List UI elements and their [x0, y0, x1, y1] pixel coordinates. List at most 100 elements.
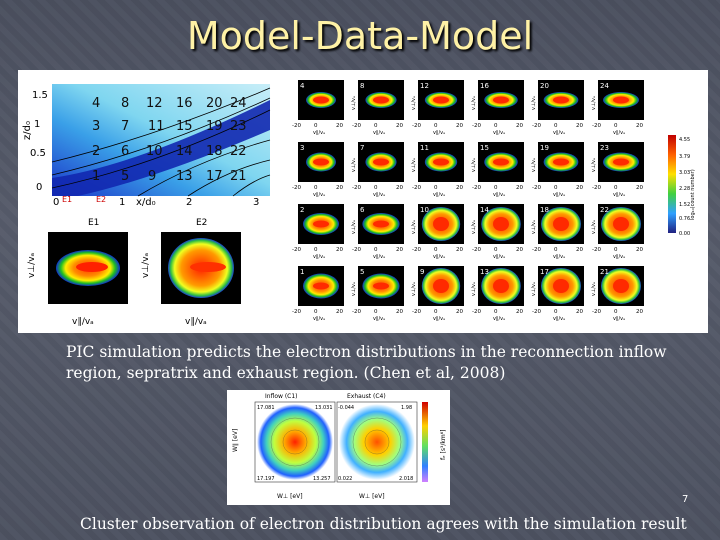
- distribution-panel: 5 -20 0 20 v∥/vₐ v⊥/vₐ: [351, 266, 404, 322]
- panel-label: 13: [480, 268, 489, 276]
- svg-text:2.28: 2.28: [679, 186, 690, 192]
- panel-xtick: 20: [516, 123, 523, 129]
- colorbar: 4.55 3.79 3.03 2.28 1.52 0.76 0.00 log₁₀…: [668, 135, 696, 237]
- panel-xlabel: v∥/vₐ: [493, 316, 505, 322]
- svg-text:17.197: 17.197: [257, 476, 275, 482]
- panel-ylabel: v⊥/vₐ: [351, 282, 357, 296]
- panel-xtick: 0: [554, 123, 558, 129]
- svg-text:0.022: 0.022: [338, 476, 352, 482]
- svg-text:4: 4: [92, 96, 100, 111]
- svg-text:24: 24: [230, 96, 247, 111]
- panel-label: 6: [360, 206, 365, 214]
- svg-text:23: 23: [230, 119, 247, 134]
- panel-label: 14: [480, 206, 489, 214]
- panel-ylabel: v⊥/vₐ: [591, 220, 597, 234]
- panel-ylabel: v⊥/vₐ: [351, 220, 357, 234]
- panel-xlabel: v∥/vₐ: [433, 254, 445, 260]
- svg-text:7: 7: [121, 119, 129, 134]
- svg-text:11: 11: [148, 119, 165, 134]
- panel-xtick: -20: [592, 185, 601, 191]
- distribution-panel: 24 -20 0 20 v∥/vₐ v⊥/vₐ: [591, 80, 644, 136]
- slide-title: Model-Data-Model: [186, 14, 534, 58]
- panel-ylabel: v⊥/vₐ: [471, 96, 477, 110]
- panel-xtick: 0: [494, 185, 498, 191]
- panel-xtick: 0: [374, 247, 378, 253]
- panel-ylabel: v⊥/vₐ: [411, 282, 417, 296]
- svg-text:1.52: 1.52: [679, 202, 690, 208]
- panel-xtick: -20: [292, 185, 301, 191]
- panel-xtick: 20: [576, 309, 583, 315]
- distribution-panel: 1 -20 0 20 v∥/vₐ: [292, 266, 344, 322]
- panel-xlabel: v∥/vₐ: [313, 316, 325, 322]
- distribution-panel: 4 -20 0 20 v∥/vₐ: [292, 80, 344, 136]
- cluster-figure: Inflow (C1) Exhaust (C4) 17.081 13.031 1…: [227, 390, 450, 505]
- panel-xtick: 20: [576, 185, 583, 191]
- svg-text:12: 12: [146, 96, 163, 111]
- panel-xtick: 0: [554, 185, 558, 191]
- simulation-figure: z/d₀ 1.5 1 0.5 0 0 1 2 3 x/d₀ E1 E2 4 8 …: [18, 70, 708, 333]
- panel-xtick: -20: [532, 309, 541, 315]
- panel-xlabel: v∥/vₐ: [613, 130, 625, 136]
- map-ytick: 0: [36, 182, 42, 193]
- svg-text:3.79: 3.79: [679, 154, 690, 160]
- panel-xtick: 0: [434, 123, 438, 129]
- panel-xtick: 20: [636, 309, 643, 315]
- map-ytick: 0.5: [30, 148, 46, 159]
- panel-label: 17: [540, 268, 549, 276]
- panel-ylabel: v⊥/vₐ: [411, 158, 417, 172]
- simulation-caption: PIC simulation predicts the electron dis…: [66, 343, 667, 382]
- cluster-panel-title: Inflow (C1): [265, 393, 298, 400]
- distribution-panel: 22 -20 0 20 v∥/vₐ v⊥/vₐ: [591, 204, 644, 260]
- panel-label: 15: [480, 144, 489, 152]
- panel-xlabel: v∥/vₐ: [553, 130, 565, 136]
- map-xtick: 0: [53, 197, 59, 208]
- svg-text:v⊥/vₐ: v⊥/vₐ: [141, 253, 151, 278]
- svg-text:17.081: 17.081: [257, 405, 275, 411]
- distribution-panel: 23 -20 0 20 v∥/vₐ v⊥/vₐ: [591, 142, 644, 198]
- panel-xtick: -20: [412, 247, 421, 253]
- panel-label: 8: [360, 82, 364, 90]
- svg-text:3: 3: [92, 119, 100, 134]
- panel-ylabel: v⊥/vₐ: [411, 96, 417, 110]
- panel-xtick: 20: [636, 247, 643, 253]
- distribution-panel: 11 -20 0 20 v∥/vₐ v⊥/vₐ: [411, 142, 464, 198]
- panel-xtick: 0: [494, 247, 498, 253]
- cluster-colorbar-label: fₑ [s³/km⁶]: [440, 430, 447, 460]
- panel-label: 21: [600, 268, 609, 276]
- panel-xtick: 20: [576, 247, 583, 253]
- panel-ylabel: v⊥/vₐ: [471, 220, 477, 234]
- panel-xtick: 20: [456, 123, 463, 129]
- panel-label: 2: [300, 206, 304, 214]
- distribution-panel: 14 -20 0 20 v∥/vₐ v⊥/vₐ: [471, 204, 524, 260]
- distribution-panel: 7 -20 0 20 v∥/vₐ v⊥/vₐ: [351, 142, 404, 198]
- svg-text:19: 19: [206, 119, 223, 134]
- map-xtick: 1: [119, 197, 125, 208]
- panel-xtick: 20: [336, 185, 343, 191]
- panel-label: 7: [360, 144, 364, 152]
- distribution-panel: 6 -20 0 20 v∥/vₐ v⊥/vₐ: [351, 204, 404, 260]
- panel-label: 20: [540, 82, 549, 90]
- panel-label: 4: [300, 82, 305, 90]
- svg-text:4.55: 4.55: [679, 137, 690, 143]
- panel-xtick: 20: [396, 247, 403, 253]
- distribution-panel: 18 -20 0 20 v∥/vₐ v⊥/vₐ: [531, 204, 584, 260]
- svg-text:10: 10: [146, 144, 163, 159]
- panel-xlabel: v∥/vₐ: [313, 254, 325, 260]
- panel-ylabel: v⊥/vₐ: [471, 282, 477, 296]
- distribution-panel: 12 -20 0 20 v∥/vₐ v⊥/vₐ: [411, 80, 464, 136]
- panel-xtick: -20: [352, 247, 361, 253]
- svg-text:log₁₀(count number): log₁₀(count number): [690, 169, 696, 220]
- panel-label: 24: [600, 82, 609, 90]
- panel-xlabel: v∥/vₐ: [433, 130, 445, 136]
- panel-xtick: 20: [516, 185, 523, 191]
- panel-xlabel: v∥/vₐ: [553, 254, 565, 260]
- panel-xtick: -20: [352, 185, 361, 191]
- map-ytick: 1: [34, 119, 40, 130]
- panel-xtick: -20: [532, 185, 541, 191]
- panel-xtick: 20: [456, 247, 463, 253]
- panel-xlabel: v∥/vₐ: [373, 130, 385, 136]
- panel-xlabel: v∥/vₐ: [493, 130, 505, 136]
- svg-text:20: 20: [206, 96, 223, 111]
- panel-xtick: 20: [456, 185, 463, 191]
